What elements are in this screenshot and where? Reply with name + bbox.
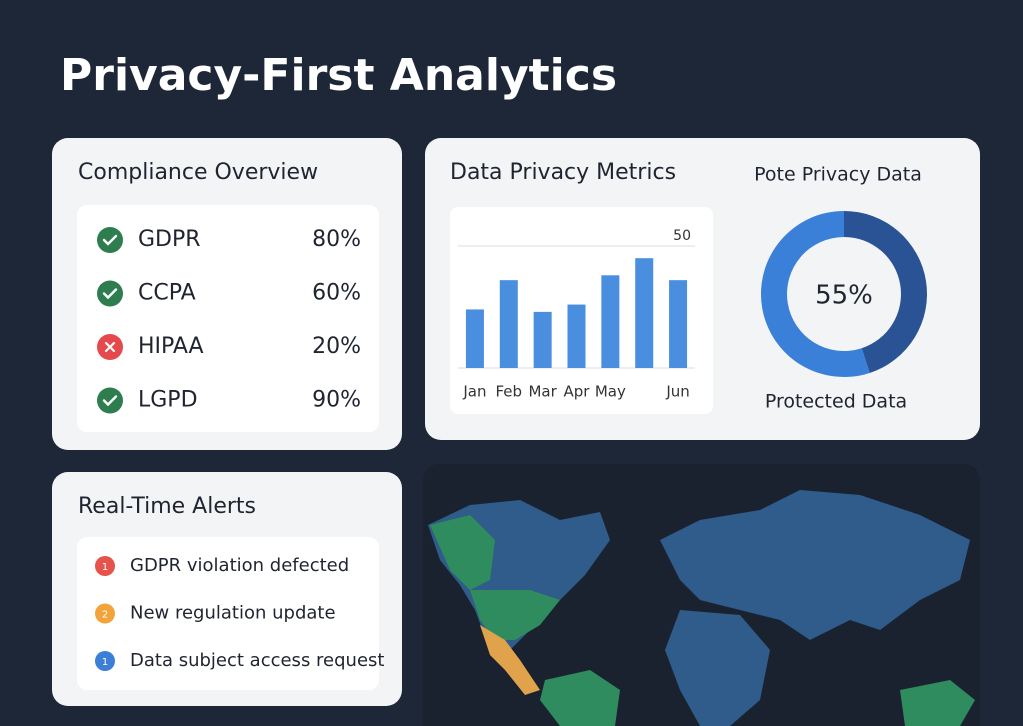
eurasia — [660, 490, 970, 640]
region-orange — [480, 625, 540, 695]
bar — [567, 304, 586, 368]
card-title: Data Privacy Metrics — [450, 160, 676, 185]
regulation-percent: 90% — [312, 388, 361, 413]
alert-text: Data subject access request — [130, 650, 384, 671]
status-icon — [97, 280, 123, 307]
alerts-list — [77, 537, 379, 690]
x-tick-label: Feb — [496, 383, 523, 401]
donut-segment — [760, 211, 870, 378]
card-title: Real-Time Alerts — [78, 494, 256, 519]
africa — [665, 610, 770, 726]
bar — [499, 280, 518, 368]
regulation-percent: 80% — [312, 227, 361, 252]
south-america — [540, 670, 620, 726]
alert-text: GDPR violation defected — [130, 555, 349, 576]
status-icon — [97, 387, 123, 414]
bar — [601, 275, 620, 368]
status-icon — [97, 227, 123, 253]
page-title: Privacy-First Analytics — [60, 50, 617, 101]
x-tick-label: Jun — [665, 383, 689, 401]
x-tick-label: Jan — [462, 383, 486, 401]
alert-badge-number: 1 — [102, 657, 108, 668]
card-title: Compliance Overview — [78, 160, 318, 185]
regulation-percent: 20% — [312, 334, 361, 359]
donut-title: Pote Privacy Data — [754, 164, 922, 186]
bar — [465, 309, 484, 368]
bar — [669, 280, 688, 368]
cross-mark — [104, 341, 116, 353]
x-tick-label: May — [595, 383, 626, 401]
alert-badge-number: 2 — [102, 610, 108, 621]
alert-badge — [95, 603, 115, 624]
bar — [635, 258, 654, 368]
x-tick-label: Apr — [564, 383, 591, 401]
compliance-list — [77, 205, 379, 432]
check-mark — [102, 234, 118, 246]
donut-caption: Protected Data — [765, 391, 907, 413]
alert-badge-number: 1 — [102, 562, 108, 573]
world-map — [428, 490, 975, 726]
donut-segment — [844, 211, 927, 373]
regulation-name: CCPA — [138, 281, 196, 306]
region-green — [470, 590, 560, 640]
y-tick-label: 50 — [673, 228, 691, 244]
regulation-name: GDPR — [138, 227, 201, 252]
bar — [533, 311, 552, 368]
alert-badge — [95, 651, 115, 671]
region-green — [430, 515, 495, 590]
regulation-name: HIPAA — [138, 334, 204, 359]
donut-center-label: 55% — [815, 281, 873, 311]
regulation-percent: 60% — [312, 281, 361, 306]
australia — [900, 680, 975, 726]
x-tick-label: Mar — [528, 383, 557, 401]
alert-badge — [95, 556, 115, 576]
alert-text: New regulation update — [130, 603, 336, 624]
check-mark — [102, 395, 118, 407]
check-mark — [102, 288, 118, 300]
regulation-name: LGPD — [138, 388, 198, 413]
